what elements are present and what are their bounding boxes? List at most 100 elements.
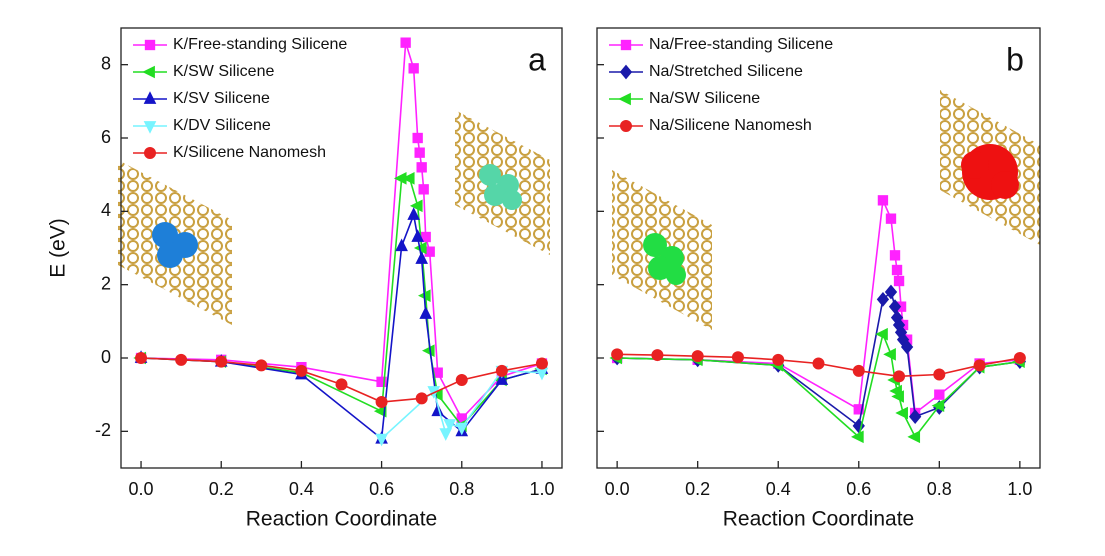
y-tick-label: 8	[101, 53, 111, 73]
legend-label: K/SW Silicene	[173, 63, 274, 80]
marker	[416, 162, 427, 173]
marker	[876, 291, 890, 307]
marker	[335, 378, 348, 391]
marker	[931, 399, 945, 412]
marker	[651, 349, 664, 362]
y-tick-label: 4	[101, 200, 111, 220]
marker	[376, 376, 387, 388]
marker	[409, 199, 423, 213]
x-tick-label: 1.0	[1007, 479, 1032, 499]
marker	[411, 229, 424, 242]
marker	[731, 351, 744, 364]
series-line	[617, 197, 1020, 415]
marker	[884, 284, 898, 300]
marker	[853, 404, 864, 415]
x-tick-label: 0.0	[129, 479, 154, 499]
marker	[418, 184, 429, 195]
marker	[135, 352, 148, 364]
inset-b1	[612, 170, 712, 330]
marker	[215, 355, 228, 368]
legend-label: K/Free-standing Silicene	[173, 36, 347, 53]
x-tick-label: 1.0	[529, 479, 554, 499]
legend-marker	[619, 64, 633, 80]
series-line	[141, 177, 543, 428]
marker	[934, 389, 945, 400]
marker	[851, 430, 864, 444]
x-tick-label: 0.8	[927, 479, 952, 499]
x-tick-label: 0.8	[449, 479, 474, 499]
marker	[421, 344, 435, 357]
marker	[175, 353, 188, 366]
marker	[883, 348, 896, 361]
marker	[414, 147, 425, 158]
x-tick-label: 0.2	[209, 479, 234, 499]
inset-a2	[455, 110, 550, 255]
marker	[408, 63, 419, 74]
marker	[891, 390, 904, 403]
marker	[395, 238, 408, 252]
marker	[535, 357, 548, 370]
marker	[893, 370, 906, 383]
y-axis-title: E (eV)	[47, 218, 70, 278]
marker	[875, 327, 888, 341]
legend-marker	[143, 121, 157, 134]
marker	[373, 404, 387, 418]
marker	[907, 430, 921, 444]
marker	[443, 419, 457, 432]
marker	[893, 275, 905, 287]
legend-marker	[143, 91, 157, 104]
marker	[933, 368, 946, 381]
x-tick-label: 0.2	[685, 479, 710, 499]
legend-marker	[620, 120, 632, 132]
marker	[415, 251, 428, 264]
series-line	[617, 331, 1020, 439]
x-tick-label: 0.6	[369, 479, 394, 499]
marker	[877, 195, 889, 206]
marker	[812, 357, 825, 370]
legend-label: K/SV Silicene	[173, 90, 270, 107]
legend-label: Na/Silicene Nanomesh	[649, 117, 812, 134]
marker	[419, 306, 432, 319]
marker	[255, 359, 268, 372]
marker	[295, 364, 308, 377]
marker	[852, 364, 865, 377]
marker	[495, 364, 508, 377]
marker	[909, 409, 922, 425]
marker	[439, 428, 453, 441]
marker	[891, 264, 903, 276]
x-axis-title: Reaction Coordinate	[246, 508, 437, 531]
x-tick-label: 0.4	[289, 479, 314, 499]
legend-label: Na/Free-standing Silicene	[649, 36, 833, 53]
plot-frame	[596, 27, 1041, 469]
marker	[611, 348, 624, 361]
marker	[401, 172, 415, 185]
marker	[889, 250, 901, 261]
x-axis-title: Reaction Coordinate	[723, 508, 914, 531]
y-tick-label: -2	[95, 420, 111, 440]
marker	[495, 372, 509, 385]
y-tick-label: 2	[101, 273, 111, 293]
y-tick-label: 6	[101, 127, 111, 147]
y-tick-label: 0	[101, 347, 111, 367]
marker	[375, 433, 388, 447]
series-line	[141, 42, 543, 420]
legend-label: K/Silicene Nanomesh	[173, 144, 326, 161]
marker	[400, 37, 411, 48]
legend-marker	[144, 39, 156, 51]
marker	[691, 350, 704, 363]
inset-a1	[118, 160, 232, 325]
legend-label: K/DV Silicene	[173, 117, 271, 134]
legend-marker	[618, 92, 631, 106]
marker	[885, 213, 897, 224]
marker	[973, 359, 986, 372]
marker	[455, 374, 468, 386]
marker	[900, 339, 914, 355]
marker	[412, 132, 423, 144]
legend-marker	[142, 65, 155, 79]
x-tick-label: 0.0	[605, 479, 630, 499]
marker	[415, 392, 428, 405]
marker	[407, 207, 420, 220]
inset-b2	[940, 90, 1040, 245]
x-tick-label: 0.6	[846, 479, 871, 499]
